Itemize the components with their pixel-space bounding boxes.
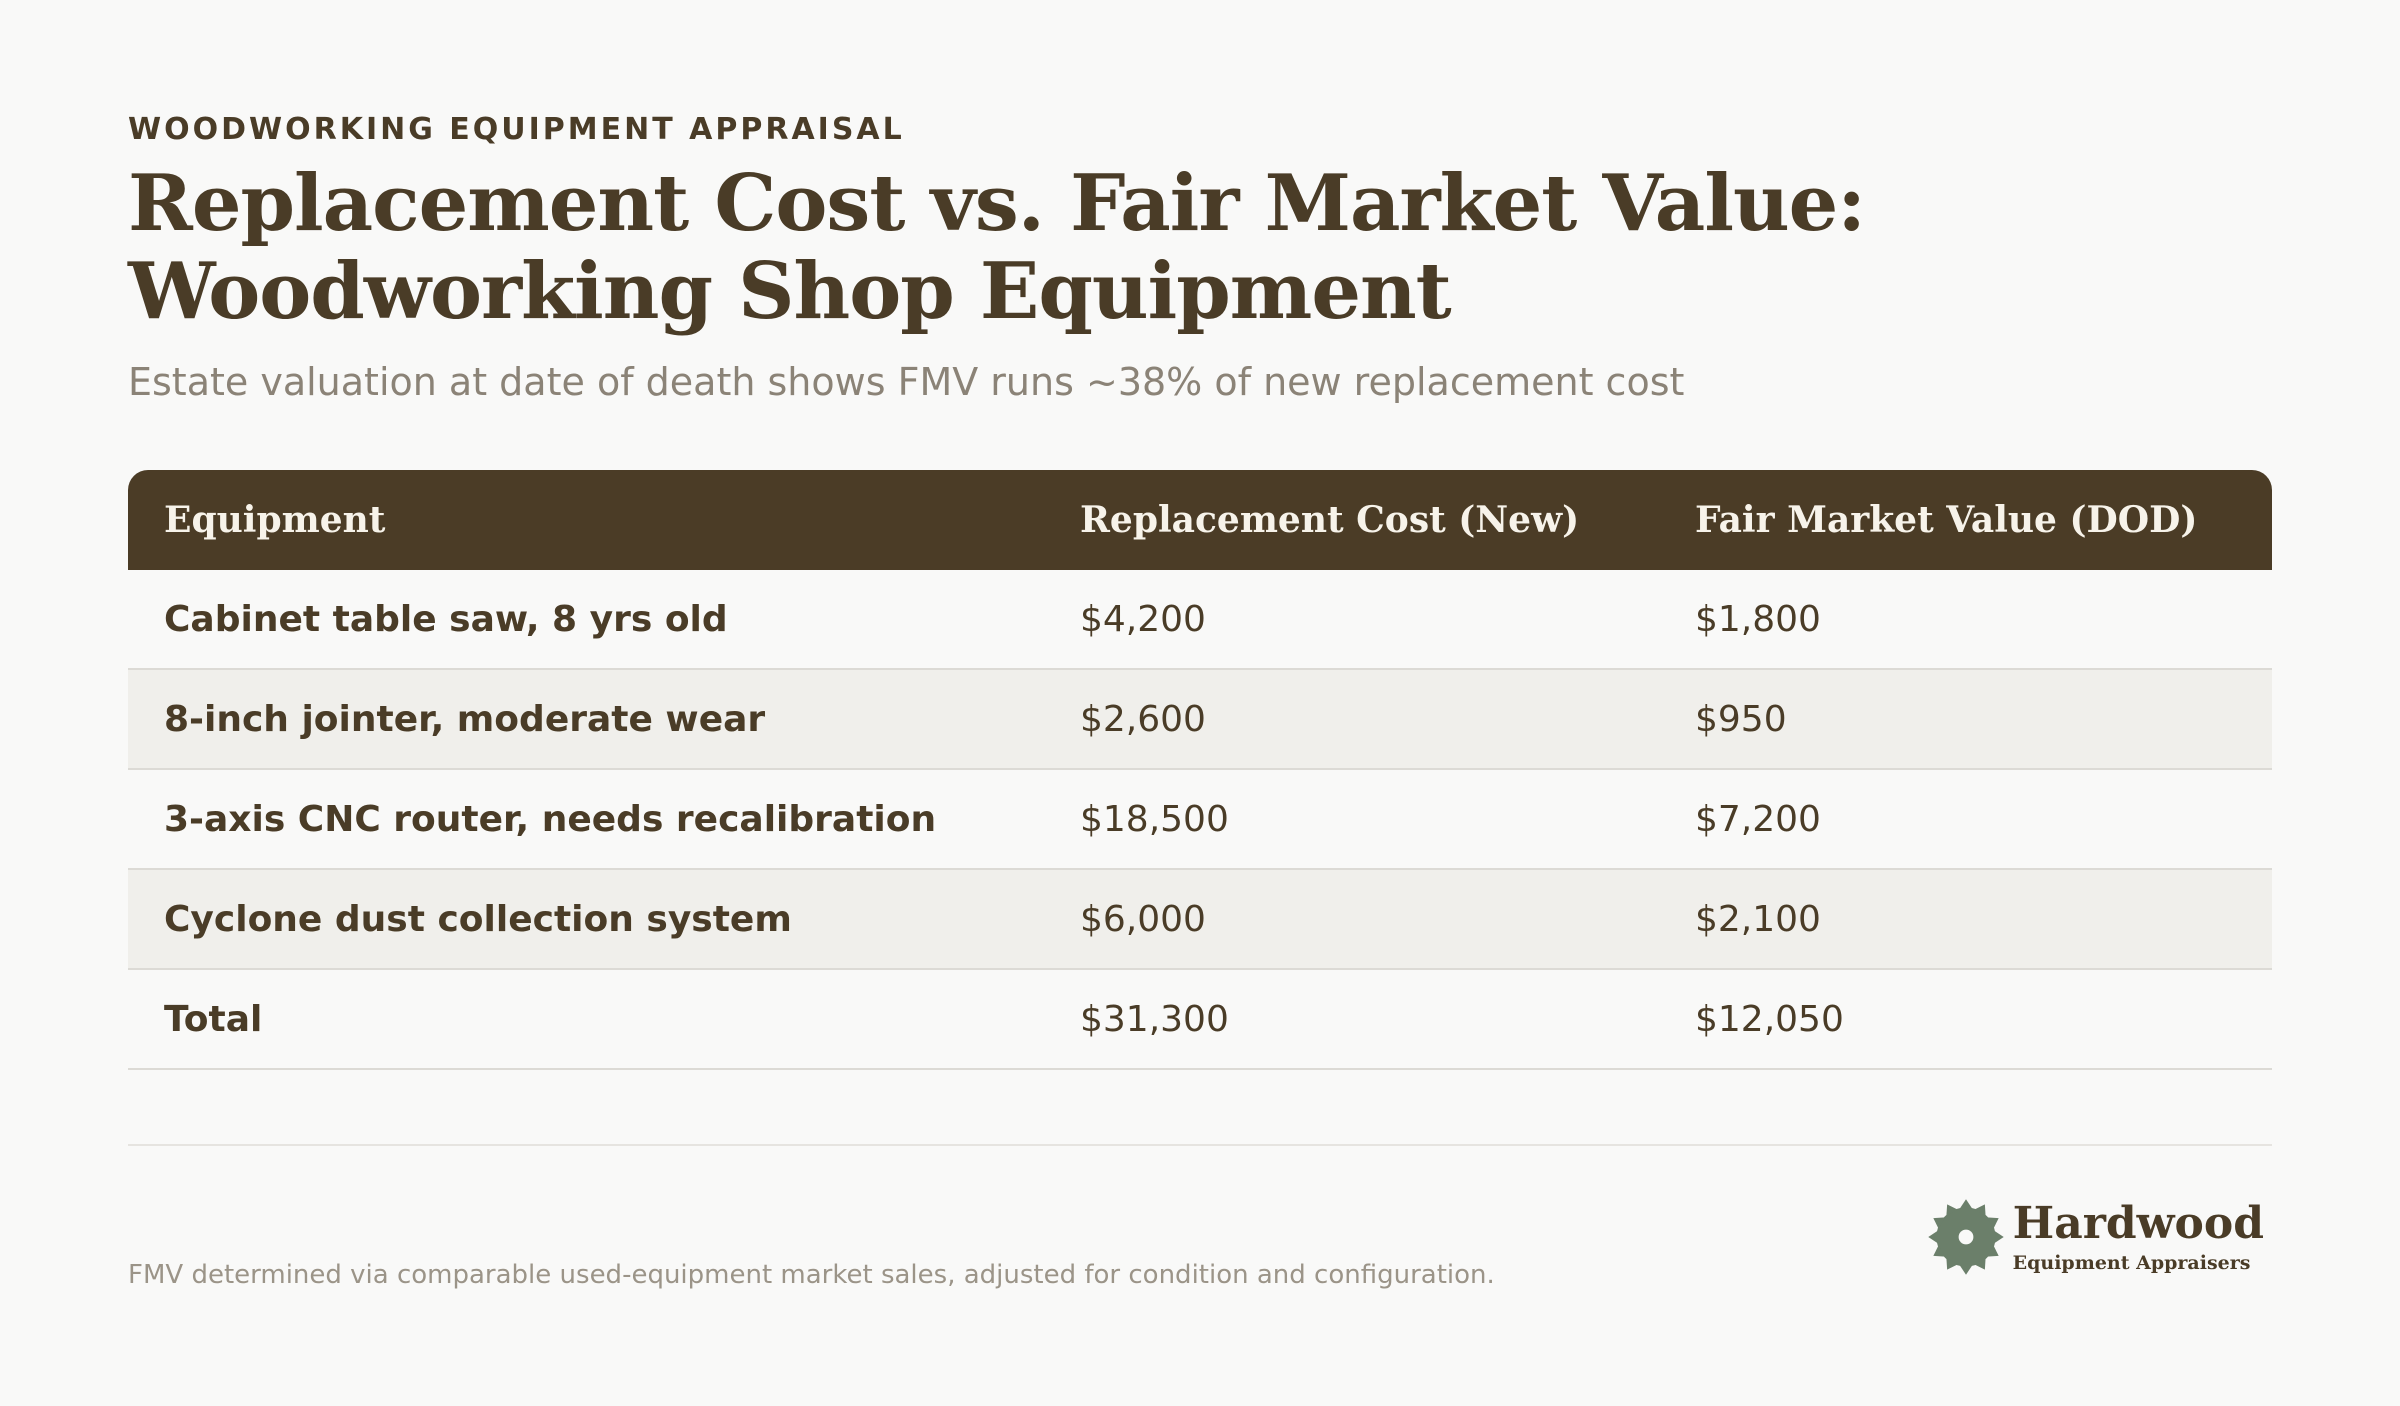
header-equipment: Equipment (164, 499, 386, 541)
replacement-cost-cell: $4,200 (1080, 598, 1206, 640)
header-replacement-cost: Replacement Cost (New) (1080, 499, 1580, 541)
logo-name: Hardwood (2012, 1198, 2264, 1249)
page-title: Replacement Cost vs. Fair Market Value: … (128, 158, 1866, 337)
table-total-row: Total $31,300 $12,050 (128, 970, 2272, 1070)
fair-market-value-cell: $2,100 (1695, 898, 1821, 940)
equipment-cell: 8-inch jointer, moderate wear (164, 698, 766, 740)
table-row: Cabinet table saw, 8 yrs old $4,200 $1,8… (128, 570, 2272, 670)
footnote: FMV determined via comparable used-equip… (128, 1260, 1495, 1290)
logo-text: Hardwood Equipment Appraisers (2013, 1199, 2264, 1275)
equipment-cell: Cyclone dust collection system (164, 898, 792, 940)
header-fair-market-value: Fair Market Value (DOD) (1695, 499, 2198, 541)
total-replacement-cost-cell: $31,300 (1080, 998, 1229, 1040)
logo-tagline: Equipment Appraisers (2012, 1252, 2251, 1274)
equipment-cell: 3-axis CNC router, needs recalibration (164, 798, 937, 840)
table-row: 3-axis CNC router, needs recalibration $… (128, 770, 2272, 870)
footer-divider (128, 1144, 2272, 1146)
fair-market-value-cell: $950 (1695, 698, 1787, 740)
appraisal-page: WOODWORKING EQUIPMENT APPRAISAL Replacem… (128, 0, 2272, 1406)
eyebrow-label: WOODWORKING EQUIPMENT APPRAISAL (128, 112, 905, 147)
replacement-cost-cell: $2,600 (1080, 698, 1206, 740)
total-label-cell: Total (164, 998, 263, 1040)
replacement-cost-cell: $18,500 (1080, 798, 1229, 840)
valuation-table: Equipment Replacement Cost (New) Fair Ma… (128, 470, 2272, 1070)
total-fair-market-value-cell: $12,050 (1695, 998, 1844, 1040)
table-row: Cyclone dust collection system $6,000 $2… (128, 870, 2272, 970)
table-row: 8-inch jointer, moderate wear $2,600 $95… (128, 670, 2272, 770)
page-subtitle: Estate valuation at date of death shows … (128, 360, 1685, 404)
fair-market-value-cell: $1,800 (1695, 598, 1821, 640)
fair-market-value-cell: $7,200 (1695, 798, 1821, 840)
equipment-cell: Cabinet table saw, 8 yrs old (164, 598, 728, 640)
replacement-cost-cell: $6,000 (1080, 898, 1206, 940)
table-header-row: Equipment Replacement Cost (New) Fair Ma… (128, 470, 2272, 570)
saw-blade-icon (1927, 1199, 2004, 1275)
brand-logo: Hardwood Equipment Appraisers (1925, 1196, 2264, 1278)
